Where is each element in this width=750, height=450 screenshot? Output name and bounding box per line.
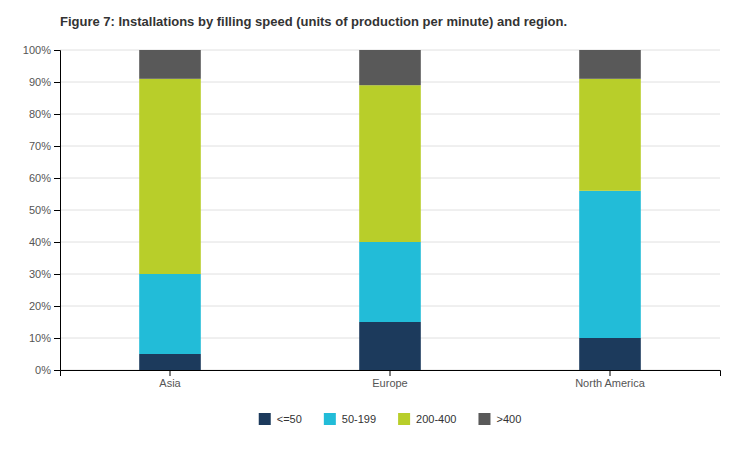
bar-segment [359,50,421,85]
series [139,79,641,274]
legend-item: <=50 [259,413,302,425]
bars [139,50,641,370]
y-tick: 50% [29,204,60,216]
y-tick: 0% [35,364,60,376]
legend-item: 50-199 [324,413,376,425]
y-tick: 30% [29,268,60,280]
x-tick-label: North America [575,377,646,389]
y-tick-label: 30% [29,268,51,280]
tick-mark [54,210,60,211]
legend-item: >400 [478,413,521,425]
y-tick: 60% [29,172,60,184]
tick-mark [54,146,60,147]
y-tick-label: 20% [29,300,51,312]
bar-segment [139,354,201,370]
bar-segment [359,322,421,370]
tick-mark [170,370,171,376]
y-tick: 10% [29,332,60,344]
bar-segment [579,338,641,370]
legend-swatch [324,413,336,425]
legend-swatch [478,413,490,425]
legend-swatch [259,413,271,425]
grid [60,50,720,370]
legend-label: 200-400 [416,413,456,425]
tick-mark [54,242,60,243]
tick-mark [54,370,60,371]
x-tick: Europe [372,370,407,389]
title: Figure 7: Installations by filling speed… [60,14,567,29]
bar-segment [579,191,641,338]
bar-segment [579,50,641,79]
y-tick-label: 10% [29,332,51,344]
axis-domain [61,371,721,377]
legend: <=50 50-199 200-400 >400 [259,413,522,425]
y-tick: 80% [29,108,60,120]
legend-label: <=50 [277,413,302,425]
tick-mark [54,274,60,275]
y-tick: 40% [29,236,60,248]
bar-segment [139,79,201,274]
y-tick-label: 80% [29,108,51,120]
x-axis: Asia Europe North America [61,370,721,389]
tick-mark [54,306,60,307]
y-tick-label: 70% [29,140,51,152]
y-tick: 100% [23,44,60,56]
bar-segment [359,85,421,242]
tick-mark [54,338,60,339]
y-tick: 90% [29,76,60,88]
legend-item: 200-400 [398,413,456,425]
tick-mark [54,82,60,83]
x-tick-label: Asia [159,377,181,389]
x-tick: North America [575,370,646,389]
bar-segment [359,242,421,322]
legend-swatch [398,413,410,425]
y-tick-label: 40% [29,236,51,248]
tick-mark [610,370,611,376]
tick-mark [54,50,60,51]
x-tick-label: Europe [372,377,407,389]
y-axis: 0% 10% 20% 30% 40% 50% 60% 70% 80% 90% 100% [23,44,61,376]
tick-mark [390,370,391,376]
bar-segment [139,50,201,79]
y-tick-label: 0% [35,364,51,376]
chart: Figure 7: Installations by filling speed… [0,0,750,450]
y-tick-label: 50% [29,204,51,216]
bar-segment [139,274,201,354]
axis-domain [54,51,61,371]
legend-label: 50-199 [342,413,376,425]
y-tick-label: 90% [29,76,51,88]
bar-segment [579,79,641,191]
x-tick: Asia [159,370,181,389]
series [139,50,641,85]
y-tick: 20% [29,300,60,312]
plot: Asia Europe North America 0% 10% 20% 30% 40% 50%… [23,44,721,389]
y-tick-label: 100% [23,44,51,56]
series [139,322,641,370]
legend-label: >400 [496,413,521,425]
y-tick: 70% [29,140,60,152]
tick-mark [54,178,60,179]
tick-mark [54,114,60,115]
y-tick-label: 60% [29,172,51,184]
